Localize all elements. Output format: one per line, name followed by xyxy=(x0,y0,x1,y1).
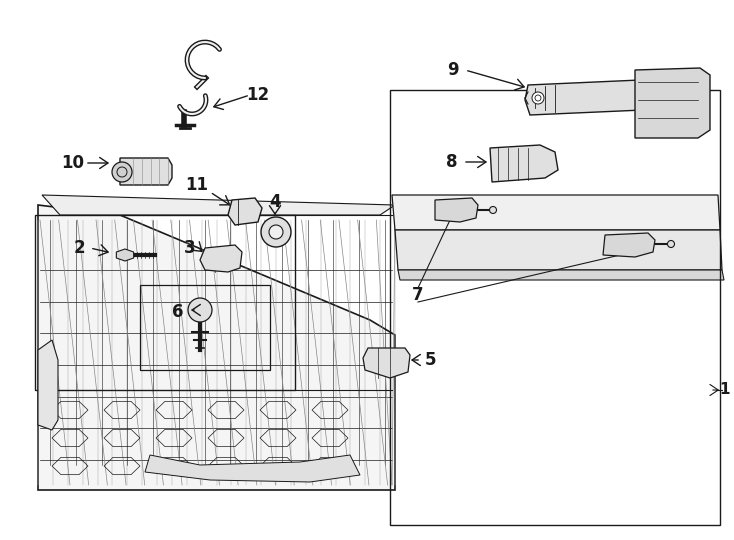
Text: 1: 1 xyxy=(720,382,730,397)
Polygon shape xyxy=(490,145,558,182)
Text: 2: 2 xyxy=(73,239,85,257)
Text: 3: 3 xyxy=(184,239,196,257)
Polygon shape xyxy=(395,230,722,270)
Polygon shape xyxy=(117,249,134,261)
Circle shape xyxy=(261,217,291,247)
Bar xyxy=(35,215,295,390)
Polygon shape xyxy=(42,195,395,215)
Circle shape xyxy=(667,240,675,247)
Polygon shape xyxy=(145,455,360,482)
Polygon shape xyxy=(635,68,710,138)
Polygon shape xyxy=(525,80,645,115)
Circle shape xyxy=(269,225,283,239)
Circle shape xyxy=(112,162,132,182)
Polygon shape xyxy=(603,233,655,257)
Text: 12: 12 xyxy=(247,86,269,104)
Text: 8: 8 xyxy=(446,153,458,171)
Text: 10: 10 xyxy=(62,154,84,172)
Polygon shape xyxy=(363,348,410,378)
Bar xyxy=(140,285,270,370)
Polygon shape xyxy=(38,205,395,490)
Circle shape xyxy=(188,298,212,322)
Polygon shape xyxy=(228,198,262,225)
Text: 5: 5 xyxy=(424,351,436,369)
Polygon shape xyxy=(120,158,172,185)
Text: 6: 6 xyxy=(172,303,184,321)
Text: 11: 11 xyxy=(186,176,208,194)
Polygon shape xyxy=(398,270,724,280)
Bar xyxy=(390,90,720,525)
Text: 4: 4 xyxy=(269,193,281,211)
Text: 7: 7 xyxy=(413,286,424,304)
Polygon shape xyxy=(200,245,242,272)
Polygon shape xyxy=(38,340,58,430)
Circle shape xyxy=(532,92,544,104)
Polygon shape xyxy=(435,198,478,222)
Text: 9: 9 xyxy=(447,61,459,79)
Circle shape xyxy=(490,206,496,213)
Polygon shape xyxy=(392,195,720,230)
